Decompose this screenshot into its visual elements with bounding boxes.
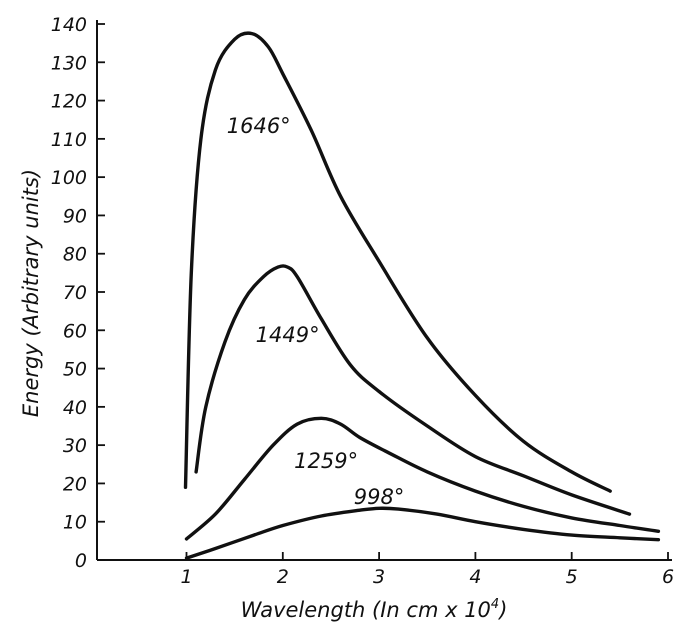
series-label: 1449° xyxy=(256,323,320,347)
y-ticks: 0 10 20 30 40 50 60 70 80 90 100 110 120 130 140 xyxy=(51,14,105,572)
y-tick-label: 70 xyxy=(63,282,87,304)
x-tick-label: 6 xyxy=(662,566,674,588)
x-axis-title: Wavelength (In cm x 104) xyxy=(241,597,508,622)
x-tick-label: 1 xyxy=(180,566,192,588)
x-axis-title-superscript: 4 xyxy=(491,597,499,612)
axes xyxy=(96,20,672,561)
y-tick-label: 90 xyxy=(63,205,87,227)
y-tick-label: 60 xyxy=(63,320,87,342)
y-tick-label: 100 xyxy=(51,167,87,189)
x-tick-label: 3 xyxy=(373,566,385,588)
curves xyxy=(183,31,661,560)
series-label: 1259° xyxy=(294,449,358,473)
x-tick-label: 5 xyxy=(566,566,578,588)
x-axis-title-end: ) xyxy=(497,598,507,622)
y-tick-label: 130 xyxy=(51,52,87,74)
y-tick-label: 0 xyxy=(75,550,87,572)
series-label: 1646° xyxy=(227,114,291,138)
x-axis-title-main: Wavelength (In cm x 10 xyxy=(241,598,491,622)
series-curve xyxy=(183,31,612,493)
y-tick-label: 110 xyxy=(51,129,87,151)
y-tick-label: 10 xyxy=(63,512,87,534)
y-tick-label: 50 xyxy=(63,359,87,381)
series-label: 998° xyxy=(354,485,405,509)
y-tick-label: 140 xyxy=(51,14,87,36)
y-tick-label: 120 xyxy=(51,91,87,113)
y-tick-label: 80 xyxy=(63,244,87,266)
series-curve xyxy=(184,506,661,560)
series-labels: 1646° 1449° 1259° 998° xyxy=(227,114,405,509)
y-tick-label: 20 xyxy=(63,473,87,495)
y-tick-label: 40 xyxy=(63,397,87,419)
series-curve xyxy=(194,264,632,516)
y-tick-label: 30 xyxy=(63,435,87,457)
x-tick-label: 2 xyxy=(277,566,289,588)
series-curve xyxy=(184,416,661,541)
x-ticks: 1 2 3 4 5 6 xyxy=(180,552,674,588)
x-tick-label: 4 xyxy=(469,566,481,588)
y-axis-title: Energy (Arbitrary units) xyxy=(19,169,43,417)
